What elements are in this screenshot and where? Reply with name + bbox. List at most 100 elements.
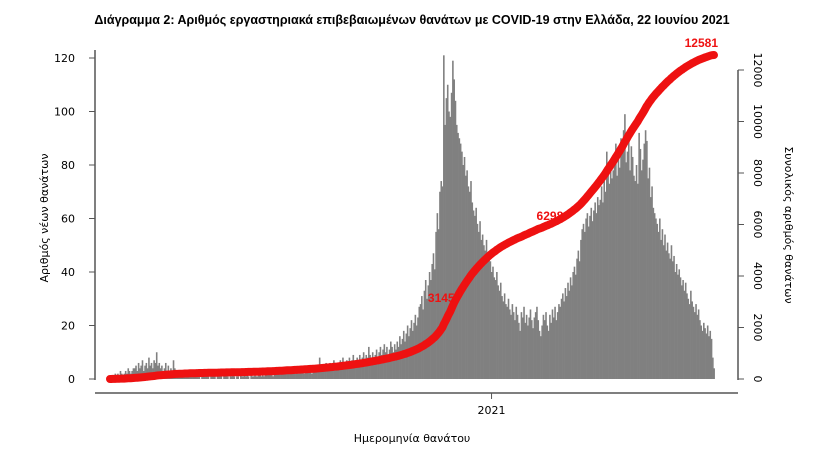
y-tick-label: 100	[54, 106, 75, 119]
bar	[612, 170, 615, 379]
bar	[576, 258, 578, 380]
bar	[670, 245, 673, 379]
bar	[475, 207, 477, 379]
bar	[621, 148, 624, 379]
bar	[471, 202, 474, 379]
bar	[330, 365, 333, 380]
bar	[401, 338, 404, 380]
bar	[364, 360, 366, 379]
bar	[483, 245, 485, 379]
bar	[700, 325, 703, 379]
bar	[294, 373, 296, 379]
bar	[695, 304, 697, 379]
bar	[518, 322, 520, 379]
bar	[145, 362, 148, 379]
bar	[536, 306, 538, 379]
bar	[520, 312, 523, 380]
bar	[648, 167, 651, 379]
x-tick-label: 2021	[478, 404, 506, 417]
y-tick-label: 0	[68, 373, 75, 386]
bar	[514, 320, 516, 379]
bar	[260, 376, 263, 379]
bar	[688, 304, 691, 379]
bar	[564, 288, 567, 379]
bar	[299, 370, 302, 379]
y2-tick-label: 10000	[751, 104, 764, 139]
bar	[533, 317, 536, 379]
bar	[431, 263, 433, 379]
bar	[474, 215, 476, 379]
bar	[477, 231, 480, 380]
bar	[598, 205, 600, 380]
x-ticks: 2021	[478, 393, 506, 417]
bar	[492, 266, 494, 379]
bar	[571, 285, 573, 380]
bar	[391, 346, 393, 379]
bar	[647, 178, 649, 380]
bar	[660, 239, 662, 379]
bar	[353, 362, 356, 379]
bar	[223, 376, 225, 379]
bar	[298, 373, 300, 379]
bar	[300, 368, 303, 379]
bar	[282, 373, 285, 379]
bar	[371, 352, 374, 379]
bar	[653, 213, 656, 379]
bar	[378, 352, 380, 379]
bar	[669, 258, 671, 380]
bar	[436, 213, 439, 379]
bar	[586, 213, 589, 379]
bar	[497, 285, 499, 380]
bar	[587, 226, 590, 379]
bar	[286, 370, 289, 379]
bar	[186, 376, 189, 379]
bar	[515, 306, 518, 379]
bar	[599, 199, 602, 379]
bar	[547, 330, 550, 379]
bar	[620, 138, 622, 379]
bar	[550, 322, 552, 379]
cumulative-label: 3145	[428, 291, 455, 305]
bar	[481, 234, 484, 379]
bar	[255, 376, 258, 379]
bar	[682, 280, 684, 379]
bar	[421, 296, 423, 379]
bar	[487, 258, 489, 380]
bar	[565, 296, 568, 379]
bar	[546, 325, 549, 379]
bar	[370, 357, 373, 379]
bar	[239, 373, 242, 379]
bar	[690, 290, 692, 379]
y-ticks-left: 0 20 40 60 80 100 120	[54, 52, 95, 386]
bar	[277, 373, 280, 379]
bar	[512, 312, 515, 380]
bar	[397, 346, 400, 379]
bar	[611, 178, 613, 380]
bar	[590, 207, 593, 379]
bar	[615, 143, 617, 379]
y-tick-label: 60	[61, 213, 75, 226]
bar	[428, 272, 431, 379]
bar	[322, 365, 325, 380]
bar	[584, 231, 586, 380]
bar	[450, 92, 453, 380]
bar	[559, 306, 562, 379]
bar	[562, 293, 564, 379]
bar	[568, 290, 571, 379]
bar	[232, 373, 234, 379]
bar	[219, 376, 221, 379]
bar	[424, 280, 427, 379]
bar	[334, 365, 336, 380]
bar	[304, 368, 307, 379]
bar	[374, 354, 377, 379]
bar	[595, 213, 598, 379]
y-tick-label: 40	[61, 266, 75, 279]
bar	[618, 167, 621, 379]
bar	[589, 215, 591, 379]
bar	[357, 362, 360, 379]
bar	[261, 373, 264, 379]
bar	[148, 357, 150, 379]
bar	[479, 221, 481, 379]
bar	[153, 360, 155, 379]
bar	[127, 368, 130, 379]
